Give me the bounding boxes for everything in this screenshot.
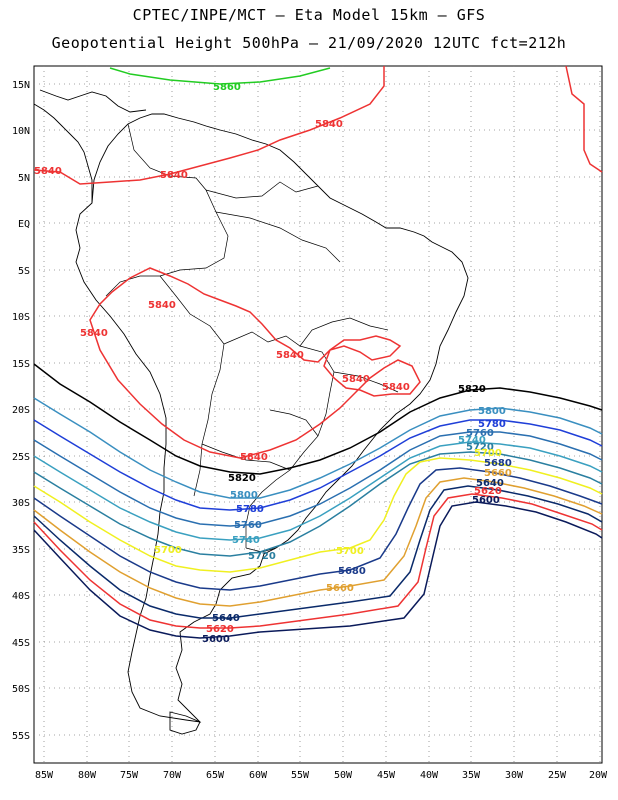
lon-label: 80W [78,770,97,781]
map-title-line-2: Geopotential Height 500hPa – 21/09/2020 … [51,34,567,52]
contour-label-5840: 5840 [148,300,176,311]
contour-5620 [33,493,603,629]
lat-label: 20S [12,405,30,416]
lat-label: 45S [12,638,30,649]
contour-label-5840: 5840 [382,382,410,393]
lat-label: 40S [12,591,30,602]
contour-5840-interior [89,267,421,459]
geopotential-contours [33,65,603,639]
contour-label-5780: 5780 [478,419,506,430]
contour-labels: 5860 5840 5840 5840 5840 5840 5840 5840 … [34,82,512,645]
lon-label: 35W [462,770,481,781]
lat-label: 15S [12,359,30,370]
contour-5780 [33,419,603,511]
contour-label-5820: 5820 [228,473,256,484]
longitude-labels: 85W 80W 75W 70W 65W 60W 55W 50W 45W 40W … [35,770,608,781]
contour-label-5780: 5780 [236,504,264,515]
contour-label-5840: 5840 [342,374,370,385]
lon-label: 65W [206,770,225,781]
contour-label-5600: 5600 [202,634,230,645]
latitude-labels: 15N 10N 5N EQ 5S 10S 15S 20S 25S 30S 35S… [12,80,30,742]
contour-label-5840: 5840 [160,170,188,181]
contour-label-5860: 5860 [213,82,241,93]
contour-label-5840: 5840 [240,452,268,463]
lat-label: 30S [12,498,30,509]
contour-5640 [33,485,603,619]
contour-label-5640: 5640 [476,478,504,489]
lat-label: 5N [18,173,30,184]
lon-label: 45W [377,770,396,781]
lon-label: 30W [505,770,524,781]
contour-5720 [33,451,603,557]
contour-5820 [33,363,603,475]
contour-label-5620: 5620 [206,624,234,635]
contour-label-5840: 5840 [80,328,108,339]
lat-label: 10S [12,312,30,323]
map-title-line-1: CPTEC/INPE/MCT – Eta Model 15km – GFS [132,6,486,24]
contour-label-5740: 5740 [458,435,486,446]
lon-label: 70W [163,770,182,781]
contour-label-5840: 5840 [34,166,62,177]
contour-5840-north [33,66,385,185]
lon-label: 50W [334,770,353,781]
contour-5800 [33,397,603,499]
caribbean-coastline [39,89,147,113]
lon-label: 75W [120,770,139,781]
contour-label-5680: 5680 [338,566,366,577]
lat-label: 55S [12,731,30,742]
lat-label: 15N [12,80,30,91]
contour-5840-northeast [565,65,603,173]
lon-label: 85W [35,770,54,781]
contour-label-5700: 5700 [474,448,502,459]
contour-label-5760: 5760 [466,428,494,439]
lat-label: 25S [12,452,30,463]
contour-5660 [33,477,603,607]
contour-label-5660: 5660 [484,468,512,479]
contour-5760 [33,431,603,527]
contour-label-5740: 5740 [232,535,260,546]
lat-label: 50S [12,684,30,695]
contour-5600 [33,501,603,639]
contour-label-5700: 5700 [336,546,364,557]
contour-label-5800: 5800 [478,406,506,417]
contour-label-5840: 5840 [276,350,304,361]
contour-5860 [109,67,331,85]
contour-5740 [33,441,603,541]
contour-label-5700: 5700 [154,545,182,556]
lon-label: 25W [548,770,567,781]
lat-label: 5S [18,266,30,277]
lat-label: EQ [18,219,30,230]
contour-label-5680: 5680 [484,458,512,469]
lon-label: 20W [589,770,608,781]
contour-label-5840: 5840 [315,119,343,130]
lat-label: 10N [12,126,30,137]
south-america-coastline [75,113,469,723]
graticule [34,66,602,763]
contour-label-5660: 5660 [326,583,354,594]
contour-label-5800: 5800 [230,490,258,501]
lat-label: 35S [12,545,30,556]
contour-label-5600: 5600 [472,495,500,506]
lon-label: 60W [249,770,268,781]
lon-label: 55W [291,770,310,781]
central-america-coastline [33,103,93,203]
contour-label-5720: 5720 [466,442,494,453]
contour-label-5620: 5620 [474,486,502,497]
contour-5680 [33,467,603,591]
map-frame [33,65,603,764]
contour-label-5760: 5760 [234,520,262,531]
tierra-del-fuego [169,711,201,735]
contour-label-5720: 5720 [248,551,276,562]
contour-label-5640: 5640 [212,613,240,624]
lon-label: 40W [420,770,439,781]
contour-label-5820: 5820 [458,384,486,395]
continent-outlines [33,89,469,735]
contour-5700 [33,457,603,573]
